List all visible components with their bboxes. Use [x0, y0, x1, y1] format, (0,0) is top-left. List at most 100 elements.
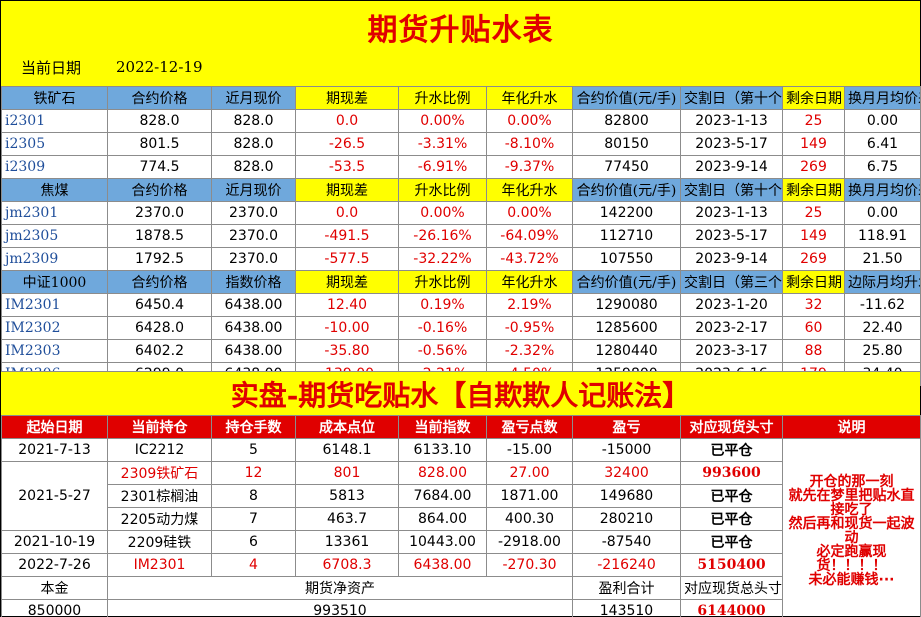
points-header: 盈亏点数	[486, 415, 573, 439]
pnl: 280210	[572, 507, 681, 531]
spot-position: 5150400	[680, 553, 783, 577]
contract-price: 828.0	[107, 109, 212, 133]
basis-header: 期现差	[295, 178, 399, 202]
contract-value: 142200	[572, 201, 681, 225]
spot-price: 2370.0	[211, 201, 296, 225]
monthly-spread: 25.80	[844, 339, 921, 363]
ledger-table: 起始日期 当前持仓 持仓手数 成本点位 当前指数 盈亏点数 盈亏 对应现货头寸 说明 2021-7…	[1, 415, 921, 617]
days-left: 60	[782, 316, 845, 340]
basis-ratio-header: 升水比例	[398, 270, 487, 294]
monthly-spread-header: 边际月均升水	[844, 270, 921, 294]
spot-position: 993600	[680, 461, 783, 485]
spot-position: 已平仓	[680, 507, 783, 531]
basis: -491.5	[295, 224, 399, 248]
contract-code[interactable]: jm2301	[1, 201, 108, 225]
current-index: 7684.00	[398, 484, 487, 508]
contract-value: 107550	[572, 247, 681, 271]
current-index: 10443.00	[398, 530, 487, 554]
annualized-basis: -8.10%	[486, 132, 573, 156]
contract-code[interactable]: IM2302	[1, 316, 108, 340]
monthly-spread: 6.75	[844, 155, 921, 179]
annualized-basis: -0.95%	[486, 316, 573, 340]
current-index: 6438.00	[398, 553, 487, 577]
contract-price: 1878.5	[107, 224, 212, 248]
start-date-header: 起始日期	[1, 415, 108, 439]
contract-code[interactable]: IM2303	[1, 339, 108, 363]
monthly-spread: 21.50	[844, 247, 921, 271]
basis-ratio: -32.22%	[398, 247, 487, 271]
current-index: 6133.10	[398, 438, 487, 462]
group-header-row: 焦煤合约价格近月现价期现差升水比例年化升水合约价值(元/手)交割日（第十个交易日…	[1, 178, 921, 202]
cost-header: 成本点位	[295, 415, 399, 439]
contract-code[interactable]: jm2309	[1, 247, 108, 271]
cost-point: 13361	[295, 530, 399, 554]
cost-point: 463.7	[295, 507, 399, 531]
contract-code[interactable]: i2301	[1, 109, 108, 133]
days-left: 32	[782, 293, 845, 317]
contract-code[interactable]: i2309	[1, 155, 108, 179]
contract-value-header: 合约价值(元/手)	[572, 178, 681, 202]
basis-ratio: 0.19%	[398, 293, 487, 317]
contract-value-header: 合约价值(元/手)	[572, 86, 681, 110]
basis: 0.0	[295, 201, 399, 225]
spot-price: 2370.0	[211, 224, 296, 248]
index-header: 当前指数	[398, 415, 487, 439]
basis-ratio: -6.91%	[398, 155, 487, 179]
spot-position: 已平仓	[680, 438, 783, 462]
lots: 6	[211, 530, 296, 554]
spot-price-header: 近月现价	[211, 86, 296, 110]
spot-total-value: 6144000	[680, 599, 783, 617]
monthly-spread-header: 换月月均价差	[844, 178, 921, 202]
current-index: 828.00	[398, 461, 487, 485]
pnl: -87540	[572, 530, 681, 554]
note-line: 然后再和现货一起波动	[788, 515, 915, 546]
basis-ratio: -0.16%	[398, 316, 487, 340]
spot-price-header: 近月现价	[211, 178, 296, 202]
point-pnl: 1871.00	[486, 484, 573, 508]
net-assets-value: 993510	[107, 599, 573, 617]
basis: -35.80	[295, 339, 399, 363]
spot-price: 6438.00	[211, 339, 296, 363]
product-header: 铁矿石	[1, 86, 108, 110]
contract-price: 801.5	[107, 132, 212, 156]
lots: 12	[211, 461, 296, 485]
holding-name: 2209硅铁	[107, 530, 212, 554]
contract-code[interactable]: jm2305	[1, 224, 108, 248]
start-date: 2021-10-19	[1, 530, 108, 554]
spot-price: 828.0	[211, 109, 296, 133]
monthly-spread: 0.00	[844, 109, 921, 133]
annualized-basis: -43.72%	[486, 247, 573, 271]
capital-value: 850000	[1, 599, 108, 617]
days-left: 149	[782, 132, 845, 156]
monthly-spread: 6.41	[844, 132, 921, 156]
basis-ratio: 0.00%	[398, 109, 487, 133]
annualized-basis-header: 年化升水	[486, 86, 573, 110]
start-date: 2022-7-26	[1, 553, 108, 577]
contract-code[interactable]: i2305	[1, 132, 108, 156]
current-date-label: 当前日期	[21, 59, 82, 77]
days-left: 25	[782, 109, 845, 133]
note-line: 开仓的那一刻	[809, 473, 894, 490]
contract-value: 1290080	[572, 293, 681, 317]
spot-total-label: 对应现货总头寸	[680, 576, 783, 600]
footer-value-row: 850000 993510 143510 6144000	[1, 599, 921, 617]
annualized-basis: -2.32%	[486, 339, 573, 363]
contract-code[interactable]: IM2301	[1, 293, 108, 317]
net-assets-label: 期货净资产	[107, 576, 573, 600]
spot-price: 2370.0	[211, 247, 296, 271]
holding-name: 2309铁矿石	[107, 461, 212, 485]
contract-row: i2309 774.5 828.0 -53.5 -6.91% -9.37% 77450 202…	[1, 155, 921, 179]
current-date-value[interactable]: 2022-12-19	[116, 58, 203, 76]
contract-value: 1285600	[572, 316, 681, 340]
contract-value: 82800	[572, 109, 681, 133]
days-left-header: 剩余日期	[782, 86, 845, 110]
group-header-row: 中证1000 合约价格 指数价格 期现差 升水比例 年化升水 合约价值(元/手) 交割日（第三…	[1, 270, 921, 294]
days-left: 149	[782, 224, 845, 248]
basis-ratio-header: 升水比例	[398, 86, 487, 110]
ledger-title-band: 实盘-期货吃贴水【自欺欺人记账法】	[1, 371, 920, 415]
delivery-date: 2023-1-13	[680, 109, 783, 133]
note-header: 说明	[782, 415, 921, 439]
contract-price-header: 合约价格	[107, 270, 212, 294]
monthly-spread: -11.62	[844, 293, 921, 317]
